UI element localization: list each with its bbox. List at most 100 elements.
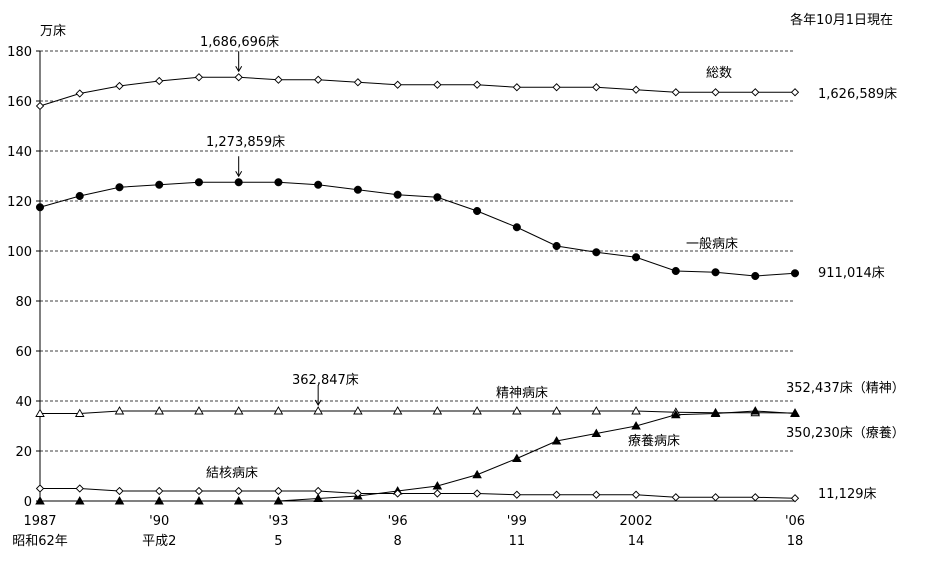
data-point-psychiatric — [591, 406, 602, 415]
y-tick-label: 100 — [7, 245, 32, 260]
y-tick-label: 160 — [7, 95, 32, 110]
data-point-psychiatric — [233, 406, 244, 415]
data-point-psychiatric — [472, 406, 482, 415]
data-point-total — [155, 76, 164, 86]
y-tick-label: 60 — [15, 345, 32, 360]
series-name-general: 一般病床 — [686, 236, 738, 252]
data-point-tuberculosis — [552, 490, 561, 499]
y-tick-label: 180 — [7, 45, 32, 60]
y-tick-label: 40 — [15, 395, 32, 410]
data-point-longterm — [35, 496, 45, 505]
data-point-psychiatric — [512, 406, 522, 415]
data-point-tuberculosis — [751, 493, 760, 502]
end-label-tuberculosis: 11,129床 — [818, 487, 877, 502]
end-label-longterm: 350,230床（療養） — [786, 425, 905, 441]
data-point-psychiatric — [432, 406, 443, 415]
axes — [36, 50, 795, 502]
data-point-total — [751, 88, 760, 97]
data-point-general — [552, 241, 561, 251]
data-point-psychiatric — [551, 406, 562, 415]
data-point-tuberculosis — [592, 490, 601, 499]
data-point-psychiatric — [313, 406, 323, 415]
data-point-tuberculosis — [393, 489, 402, 498]
data-point-longterm — [790, 408, 800, 417]
data-point-general — [194, 178, 203, 187]
series-name-tuberculosis: 結核病床 — [206, 466, 258, 481]
x-tick-label: '99 — [507, 514, 527, 529]
series-line-tuberculosis — [40, 488, 796, 499]
data-point-general — [751, 271, 760, 281]
data-point-longterm — [591, 428, 602, 437]
data-point-psychiatric — [154, 406, 164, 415]
data-point-general — [353, 185, 362, 194]
data-point-tuberculosis — [115, 486, 124, 496]
data-point-total — [234, 73, 243, 82]
data-point-longterm — [194, 496, 204, 505]
x-tick-label: '96 — [388, 514, 408, 529]
data-point-psychiatric — [74, 408, 85, 417]
y-tick-label: 0 — [24, 495, 32, 510]
data-point-longterm — [671, 409, 681, 419]
data-point-tuberculosis — [711, 493, 720, 502]
data-point-total — [314, 75, 323, 84]
data-point-longterm — [512, 453, 522, 462]
data-point-general — [632, 253, 641, 262]
series-line-general — [39, 181, 796, 277]
y-tick-label: 80 — [15, 295, 32, 310]
data-point-longterm — [273, 496, 284, 505]
data-point-general — [35, 203, 45, 212]
series-name-longterm: 療養病床 — [628, 433, 680, 449]
data-point-tuberculosis — [155, 486, 164, 496]
data-point-longterm — [233, 496, 244, 505]
data-point-general — [790, 269, 800, 278]
data-point-total — [671, 88, 680, 97]
annotation-arrowhead — [314, 399, 322, 406]
data-point-psychiatric — [392, 406, 403, 415]
x-tick-sublabel: 11 — [509, 534, 526, 549]
data-point-longterm — [631, 421, 641, 430]
x-tick-sublabel: 14 — [628, 534, 645, 549]
data-point-psychiatric — [631, 406, 641, 415]
data-point-general — [234, 178, 243, 187]
data-point-general — [393, 190, 402, 199]
data-point-general — [671, 266, 680, 276]
y-tick-label: 140 — [7, 145, 32, 160]
data-point-total — [592, 83, 601, 92]
data-point-general — [433, 193, 442, 202]
data-point-general — [512, 223, 521, 232]
data-point-general — [274, 178, 283, 187]
series-name-total: 総数 — [706, 66, 732, 81]
data-point-total — [353, 78, 363, 87]
data-point-psychiatric — [194, 406, 204, 415]
x-tick-label: '90 — [149, 514, 169, 529]
data-point-tuberculosis — [35, 484, 45, 493]
annotation-psychiatric-peak: 362,847床 — [292, 373, 359, 388]
data-point-total — [512, 83, 521, 92]
data-point-tuberculosis — [671, 493, 680, 502]
data-point-general — [75, 191, 84, 201]
data-point-longterm — [551, 436, 562, 445]
data-point-psychiatric — [353, 406, 363, 415]
y-tick-label: 120 — [7, 195, 32, 210]
data-point-total — [194, 73, 204, 82]
data-point-total — [75, 89, 84, 98]
data-point-longterm — [313, 493, 323, 502]
data-point-tuberculosis — [194, 486, 204, 496]
data-point-tuberculosis — [234, 486, 243, 496]
series-labels: 総数 一般病床 精神病床 療養病床 結核病床 1,626,589床 911,01… — [200, 35, 905, 502]
data-point-general — [155, 180, 164, 189]
data-point-longterm — [750, 406, 761, 415]
data-point-psychiatric — [35, 408, 45, 417]
end-label-total: 1,626,589床 — [818, 87, 897, 102]
data-point-general — [314, 180, 323, 189]
data-point-longterm — [710, 408, 721, 417]
data-point-total — [472, 80, 482, 89]
data-point-total — [790, 88, 800, 97]
annotation-arrowhead — [235, 170, 243, 178]
annotation-general-peak: 1,273,859床 — [206, 135, 285, 150]
data-point-longterm — [114, 496, 125, 505]
data-point-total — [711, 88, 720, 97]
x-tick-label: 1987 — [23, 514, 56, 529]
y-tick-labels: 0 20 40 60 80 100 120 140 160 180 — [7, 45, 32, 510]
